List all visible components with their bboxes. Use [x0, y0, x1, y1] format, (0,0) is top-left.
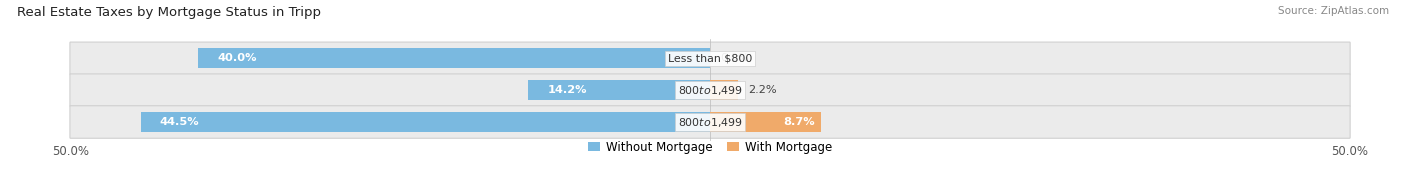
Text: 40.0%: 40.0%: [218, 53, 257, 63]
FancyBboxPatch shape: [70, 106, 1350, 138]
Text: 8.7%: 8.7%: [783, 117, 815, 127]
Bar: [198, 48, 710, 68]
Text: Source: ZipAtlas.com: Source: ZipAtlas.com: [1278, 6, 1389, 16]
FancyBboxPatch shape: [70, 42, 1350, 74]
Text: 2.2%: 2.2%: [748, 85, 778, 95]
Legend: Without Mortgage, With Mortgage: Without Mortgage, With Mortgage: [588, 141, 832, 153]
Text: 0.0%: 0.0%: [720, 53, 749, 63]
FancyBboxPatch shape: [70, 74, 1350, 106]
Text: 14.2%: 14.2%: [547, 85, 588, 95]
Bar: [710, 112, 821, 132]
Text: Less than $800: Less than $800: [668, 53, 752, 63]
Bar: [710, 80, 738, 100]
Bar: [529, 80, 710, 100]
Text: $800 to $1,499: $800 to $1,499: [678, 115, 742, 129]
Text: Real Estate Taxes by Mortgage Status in Tripp: Real Estate Taxes by Mortgage Status in …: [17, 6, 321, 19]
Bar: [141, 112, 710, 132]
Text: 44.5%: 44.5%: [160, 117, 200, 127]
Text: $800 to $1,499: $800 to $1,499: [678, 84, 742, 97]
